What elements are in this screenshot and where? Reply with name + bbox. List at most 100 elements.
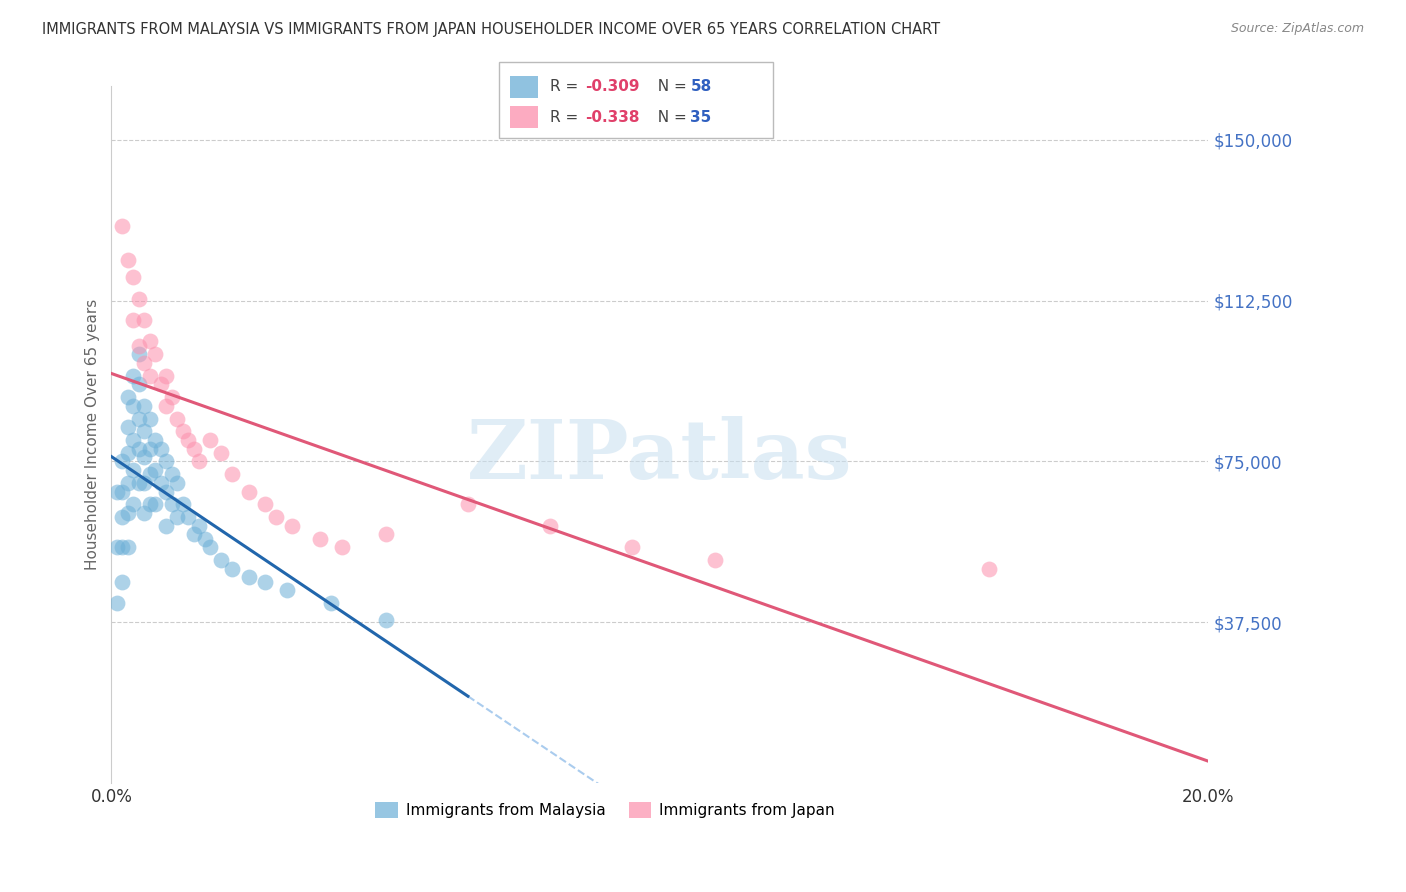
Point <box>183 442 205 456</box>
Text: -0.338: -0.338 <box>585 110 640 125</box>
Point <box>155 399 177 413</box>
Point <box>134 313 156 327</box>
Point <box>139 334 162 349</box>
Text: Source: ZipAtlas.com: Source: ZipAtlas.com <box>1230 22 1364 36</box>
Point <box>166 411 188 425</box>
Point <box>111 219 134 233</box>
Point <box>253 497 276 511</box>
Point <box>122 399 145 413</box>
Point <box>194 532 217 546</box>
Point <box>308 532 330 546</box>
Y-axis label: Householder Income Over 65 years: Householder Income Over 65 years <box>86 299 100 570</box>
Point <box>139 497 162 511</box>
Point <box>209 446 232 460</box>
Point <box>117 506 139 520</box>
Point <box>160 467 183 482</box>
Point <box>122 463 145 477</box>
Point <box>128 411 150 425</box>
Point <box>177 510 200 524</box>
Point <box>209 553 232 567</box>
Point <box>134 506 156 520</box>
Point <box>538 518 561 533</box>
Point <box>111 484 134 499</box>
Point <box>134 356 156 370</box>
Point <box>221 467 243 482</box>
Point <box>122 270 145 285</box>
Point <box>276 583 298 598</box>
Point <box>111 454 134 468</box>
Point <box>111 540 134 554</box>
Point <box>177 433 200 447</box>
Point <box>621 540 644 554</box>
Point <box>143 433 166 447</box>
Point <box>172 497 194 511</box>
Point <box>281 518 304 533</box>
Point <box>128 377 150 392</box>
Point <box>374 613 396 627</box>
Text: ZIPatlas: ZIPatlas <box>467 416 852 496</box>
Text: -0.309: -0.309 <box>585 79 640 95</box>
Point <box>198 433 221 447</box>
Point <box>117 390 139 404</box>
Point <box>160 497 183 511</box>
Point <box>149 442 172 456</box>
Point <box>134 399 156 413</box>
Text: R =: R = <box>550 79 583 95</box>
Point <box>134 450 156 465</box>
Point <box>117 252 139 267</box>
Point <box>149 475 172 490</box>
Point <box>155 368 177 383</box>
Point <box>143 463 166 477</box>
Point <box>155 518 177 533</box>
Text: R =: R = <box>550 110 583 125</box>
Point <box>977 562 1000 576</box>
Point <box>155 454 177 468</box>
Point <box>330 540 353 554</box>
Text: IMMIGRANTS FROM MALAYSIA VS IMMIGRANTS FROM JAPAN HOUSEHOLDER INCOME OVER 65 YEA: IMMIGRANTS FROM MALAYSIA VS IMMIGRANTS F… <box>42 22 941 37</box>
Point <box>122 497 145 511</box>
Point <box>128 347 150 361</box>
Point <box>139 467 162 482</box>
Point <box>374 527 396 541</box>
Point <box>139 411 162 425</box>
Point <box>128 292 150 306</box>
Point <box>139 442 162 456</box>
Point <box>117 446 139 460</box>
Point <box>105 596 128 610</box>
Point <box>117 420 139 434</box>
Point <box>105 540 128 554</box>
Point <box>128 442 150 456</box>
Point <box>122 368 145 383</box>
Point <box>143 347 166 361</box>
Point <box>111 574 134 589</box>
Point <box>149 377 172 392</box>
Point <box>457 497 479 511</box>
Point <box>183 527 205 541</box>
Point <box>319 596 342 610</box>
Point <box>198 540 221 554</box>
Point <box>134 475 156 490</box>
Point <box>111 510 134 524</box>
Point <box>703 553 725 567</box>
Point <box>117 540 139 554</box>
Text: 58: 58 <box>690 79 711 95</box>
Point <box>155 484 177 499</box>
Point <box>188 454 211 468</box>
Point <box>122 433 145 447</box>
Point <box>221 562 243 576</box>
Point <box>134 425 156 439</box>
Point <box>122 313 145 327</box>
Point <box>143 497 166 511</box>
Point <box>253 574 276 589</box>
Point <box>238 484 260 499</box>
Point <box>117 475 139 490</box>
Point <box>172 425 194 439</box>
Point <box>166 510 188 524</box>
Text: 35: 35 <box>690 110 711 125</box>
Point <box>264 510 287 524</box>
Point <box>238 570 260 584</box>
Point <box>105 484 128 499</box>
Point <box>160 390 183 404</box>
Point <box>128 475 150 490</box>
Legend: Immigrants from Malaysia, Immigrants from Japan: Immigrants from Malaysia, Immigrants fro… <box>370 796 841 824</box>
